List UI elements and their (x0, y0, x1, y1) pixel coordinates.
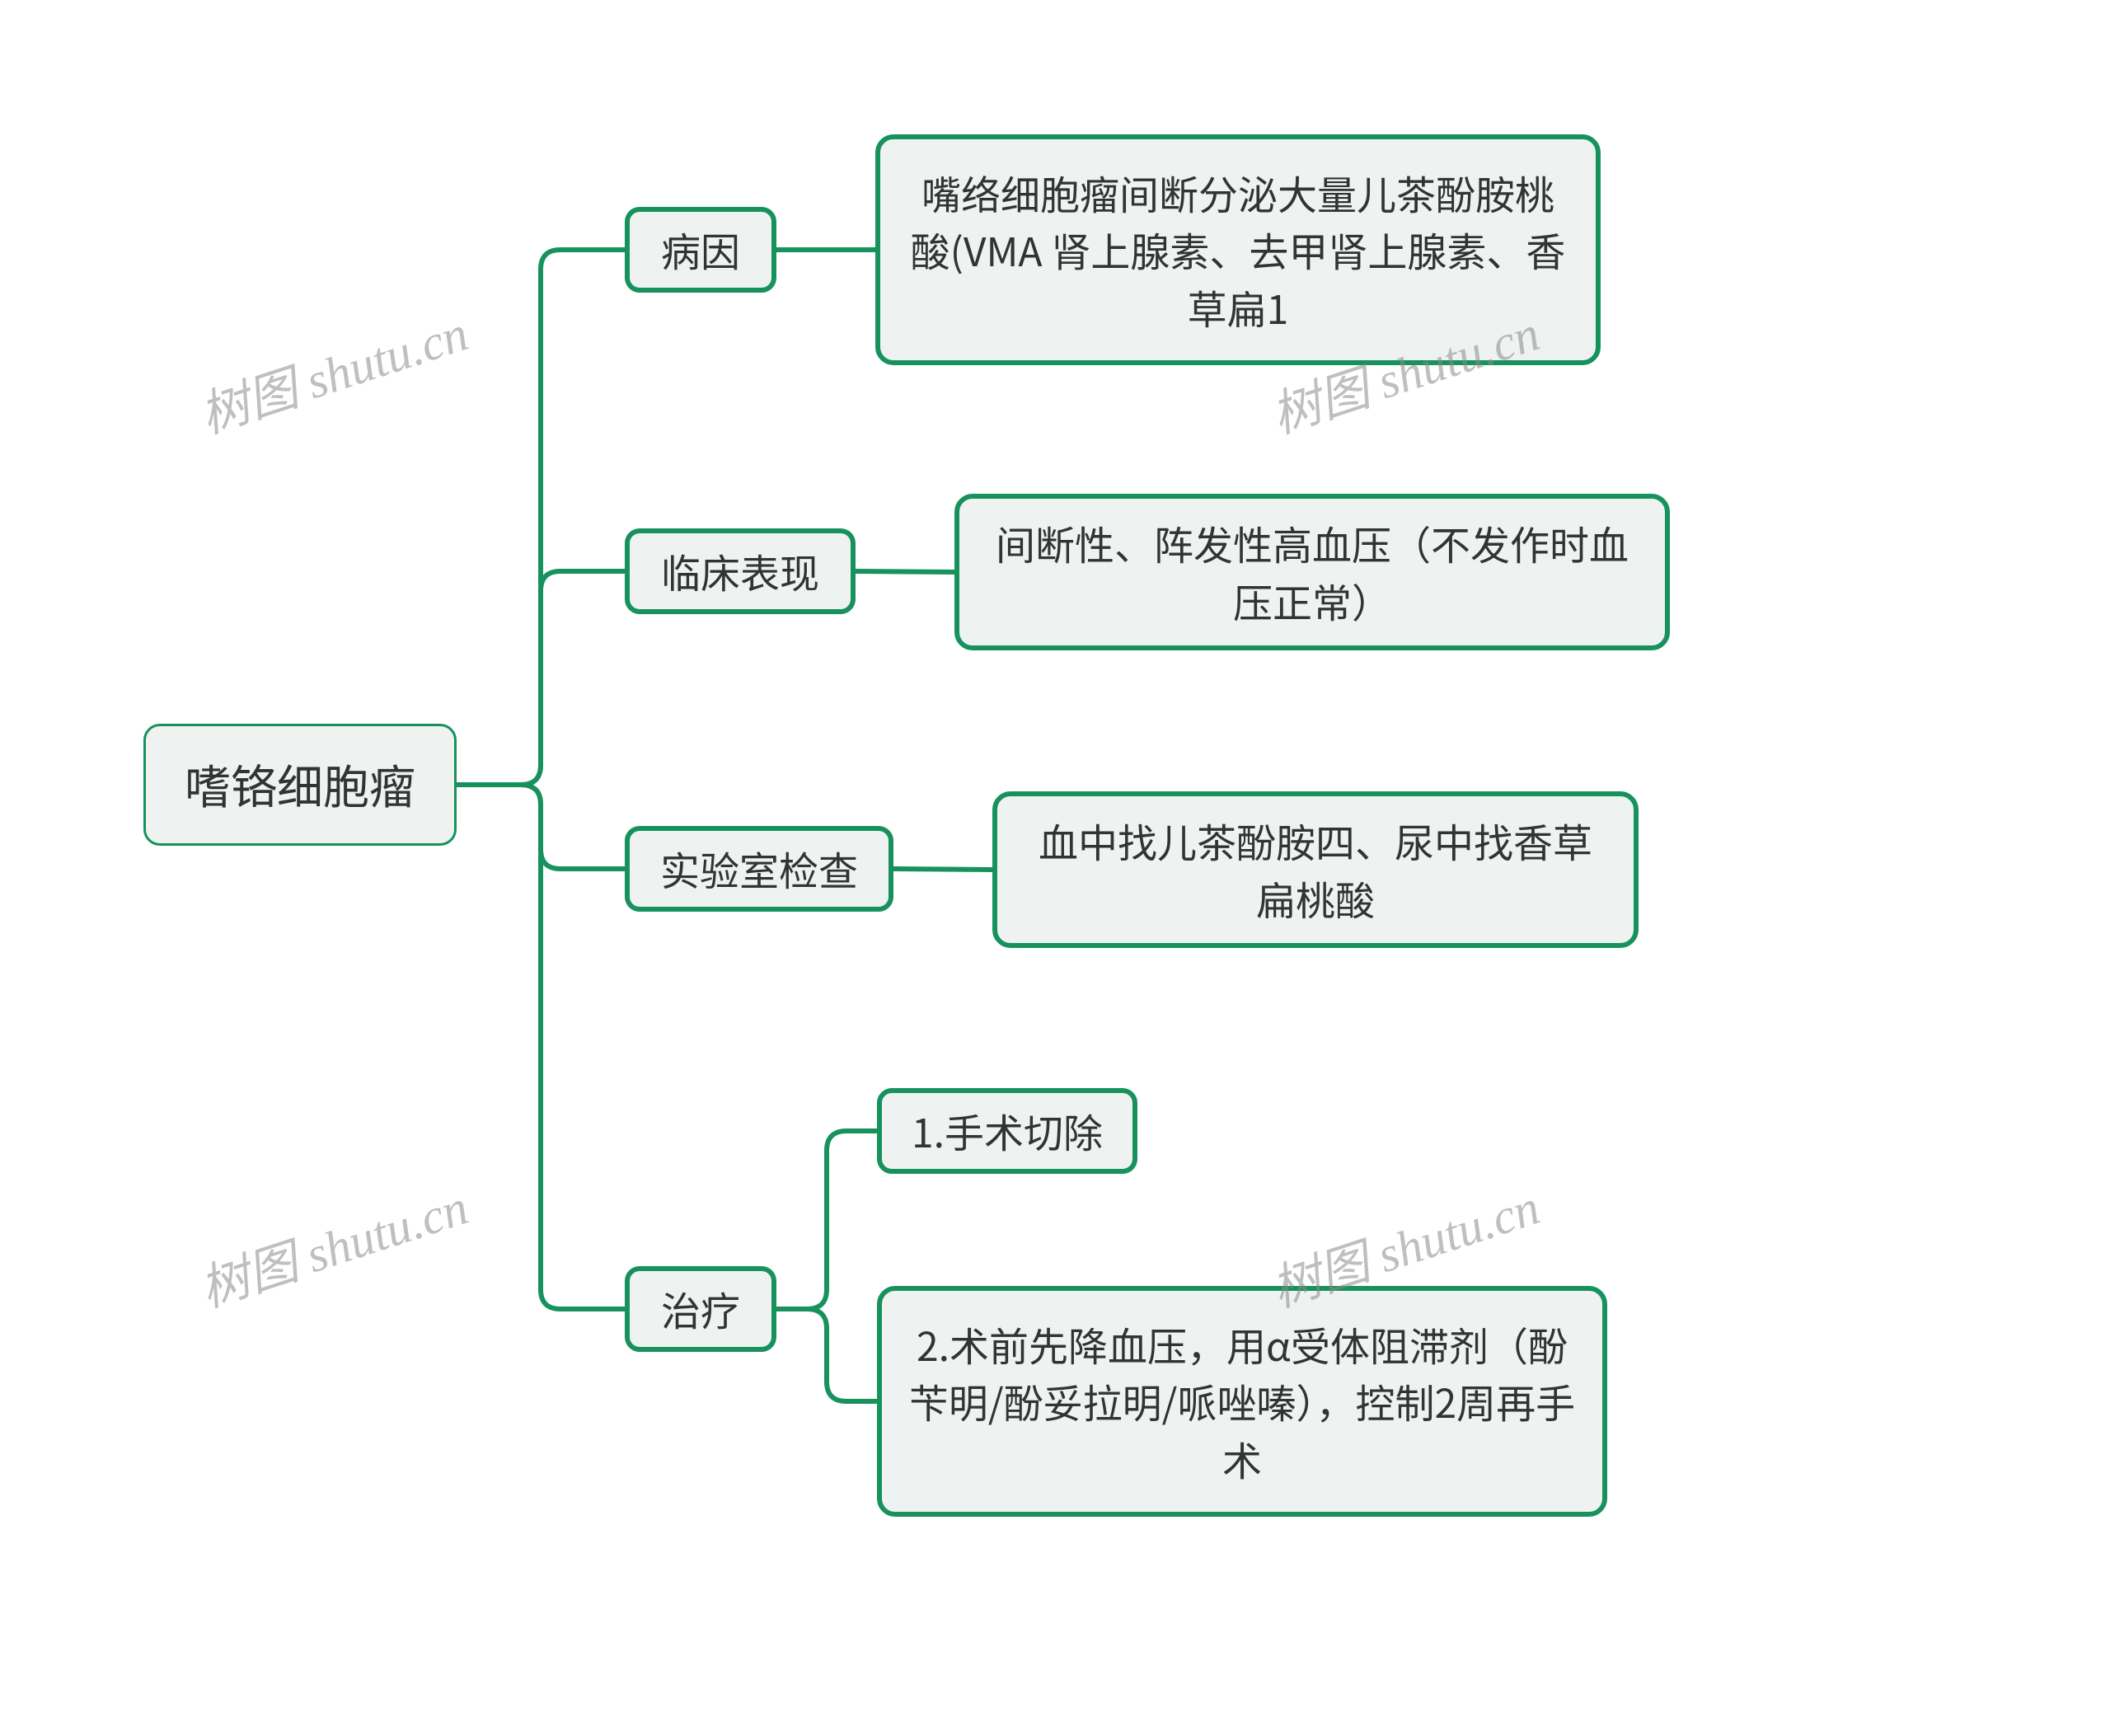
mindmap-canvas: 嗜铬细胞瘤 病因 嘴络细胞瘤间断分泌大量儿茶酚胺桃酸(VMA 肾上腺素、去甲肾上腺素… (0, 0, 2110, 1736)
node-b3c1[interactable]: 血中找儿茶酚胺四、尿中找香草扁桃酸 (992, 791, 1639, 948)
node-label: 病因 (661, 221, 740, 279)
node-label: 嗜铬细胞瘤 (185, 751, 415, 818)
watermark: 树图 shutu.cn (190, 293, 476, 448)
node-b1c1[interactable]: 嘴络细胞瘤间断分泌大量儿茶酚胺桃酸(VMA 肾上腺素、去甲肾上腺素、香草扁1 (875, 134, 1601, 365)
node-b4[interactable]: 治疗 (625, 1266, 776, 1352)
node-label: 1.手术切除 (912, 1102, 1103, 1160)
node-label: 实验室检查 (660, 840, 858, 898)
node-root[interactable]: 嗜铬细胞瘤 (143, 724, 457, 846)
node-label: 间断性、阵发性高血压（不发作时血压正常） (982, 514, 1642, 629)
watermark: 树图 shutu.cn (190, 1167, 476, 1321)
node-b3[interactable]: 实验室检查 (625, 826, 893, 912)
node-b4c1[interactable]: 1.手术切除 (877, 1088, 1137, 1174)
node-label: 治疗 (661, 1280, 740, 1338)
node-b2[interactable]: 临床表现 (625, 528, 856, 614)
node-b1[interactable]: 病因 (625, 207, 776, 293)
node-b2c1[interactable]: 间断性、阵发性高血压（不发作时血压正常） (954, 494, 1670, 650)
node-b4c2[interactable]: 2.术前先降血压，用α受体阻滞剂（酚苄明/酚妥拉明/哌唑嗪），控制2周再手术 (877, 1286, 1607, 1517)
node-label: 临床表现 (661, 542, 819, 600)
node-label: 2.术前先降血压，用α受体阻滞剂（酚苄明/酚妥拉明/哌唑嗪），控制2周再手术 (905, 1316, 1579, 1488)
node-label: 血中找儿茶酚胺四、尿中找香草扁桃酸 (1020, 812, 1611, 927)
node-label: 嘴络细胞瘤间断分泌大量儿茶酚胺桃酸(VMA 肾上腺素、去甲肾上腺素、香草扁1 (903, 164, 1573, 336)
